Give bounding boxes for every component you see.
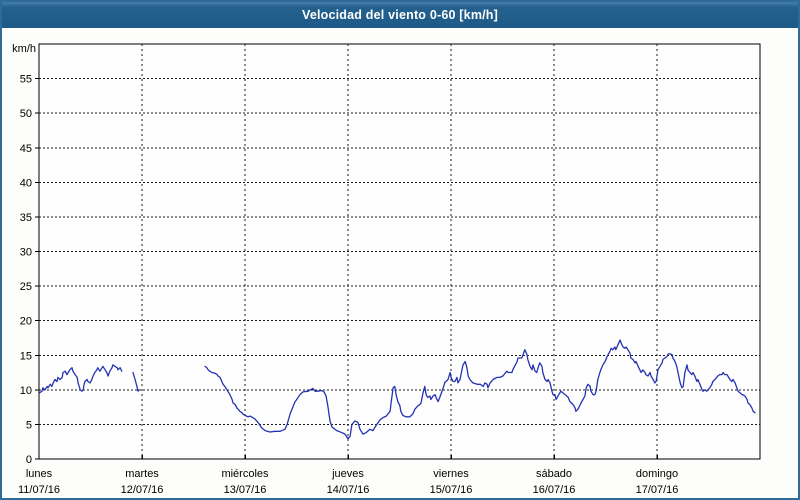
- wind-speed-line: [132, 371, 140, 392]
- y-tick-label: 45: [20, 143, 32, 155]
- x-date-label: 13/07/16: [224, 484, 267, 496]
- y-tick-label: 50: [20, 108, 32, 120]
- x-day-label: viernes: [433, 468, 469, 480]
- y-tick-label: 0: [26, 454, 32, 466]
- x-date-label: 15/07/16: [430, 484, 473, 496]
- x-day-label: lunes: [26, 468, 53, 480]
- y-tick-label: 55: [20, 74, 32, 86]
- wind-speed-line: [204, 339, 756, 440]
- y-tick-label: 35: [20, 212, 32, 224]
- x-day-label: miércoles: [221, 468, 269, 480]
- x-date-label: 11/07/16: [18, 484, 60, 496]
- y-tick-label: 30: [20, 247, 32, 259]
- y-tick-label: 10: [20, 385, 32, 397]
- y-tick-label: 15: [20, 350, 32, 362]
- chart-title: Velocidad del viento 0-60 [km/h]: [301, 8, 499, 22]
- x-date-label: 16/07/16: [533, 484, 576, 496]
- x-date-label: 12/07/16: [121, 484, 164, 496]
- title-bar: Velocidad del viento 0-60 [km/h]: [2, 2, 798, 28]
- y-tick-label: 20: [20, 316, 32, 328]
- y-tick-label: 25: [20, 281, 32, 293]
- x-date-label: 14/07/16: [327, 484, 370, 496]
- x-day-label: jueves: [331, 468, 364, 480]
- y-tick-label: 40: [20, 177, 32, 189]
- x-day-label: domingo: [636, 468, 678, 480]
- y-tick-label: 5: [26, 419, 32, 431]
- x-day-label: martes: [125, 468, 159, 480]
- y-axis-unit-label: km/h: [12, 43, 36, 55]
- x-date-label: 17/07/16: [636, 484, 679, 496]
- x-day-label: sábado: [536, 468, 572, 480]
- wind-speed-line: [39, 364, 123, 394]
